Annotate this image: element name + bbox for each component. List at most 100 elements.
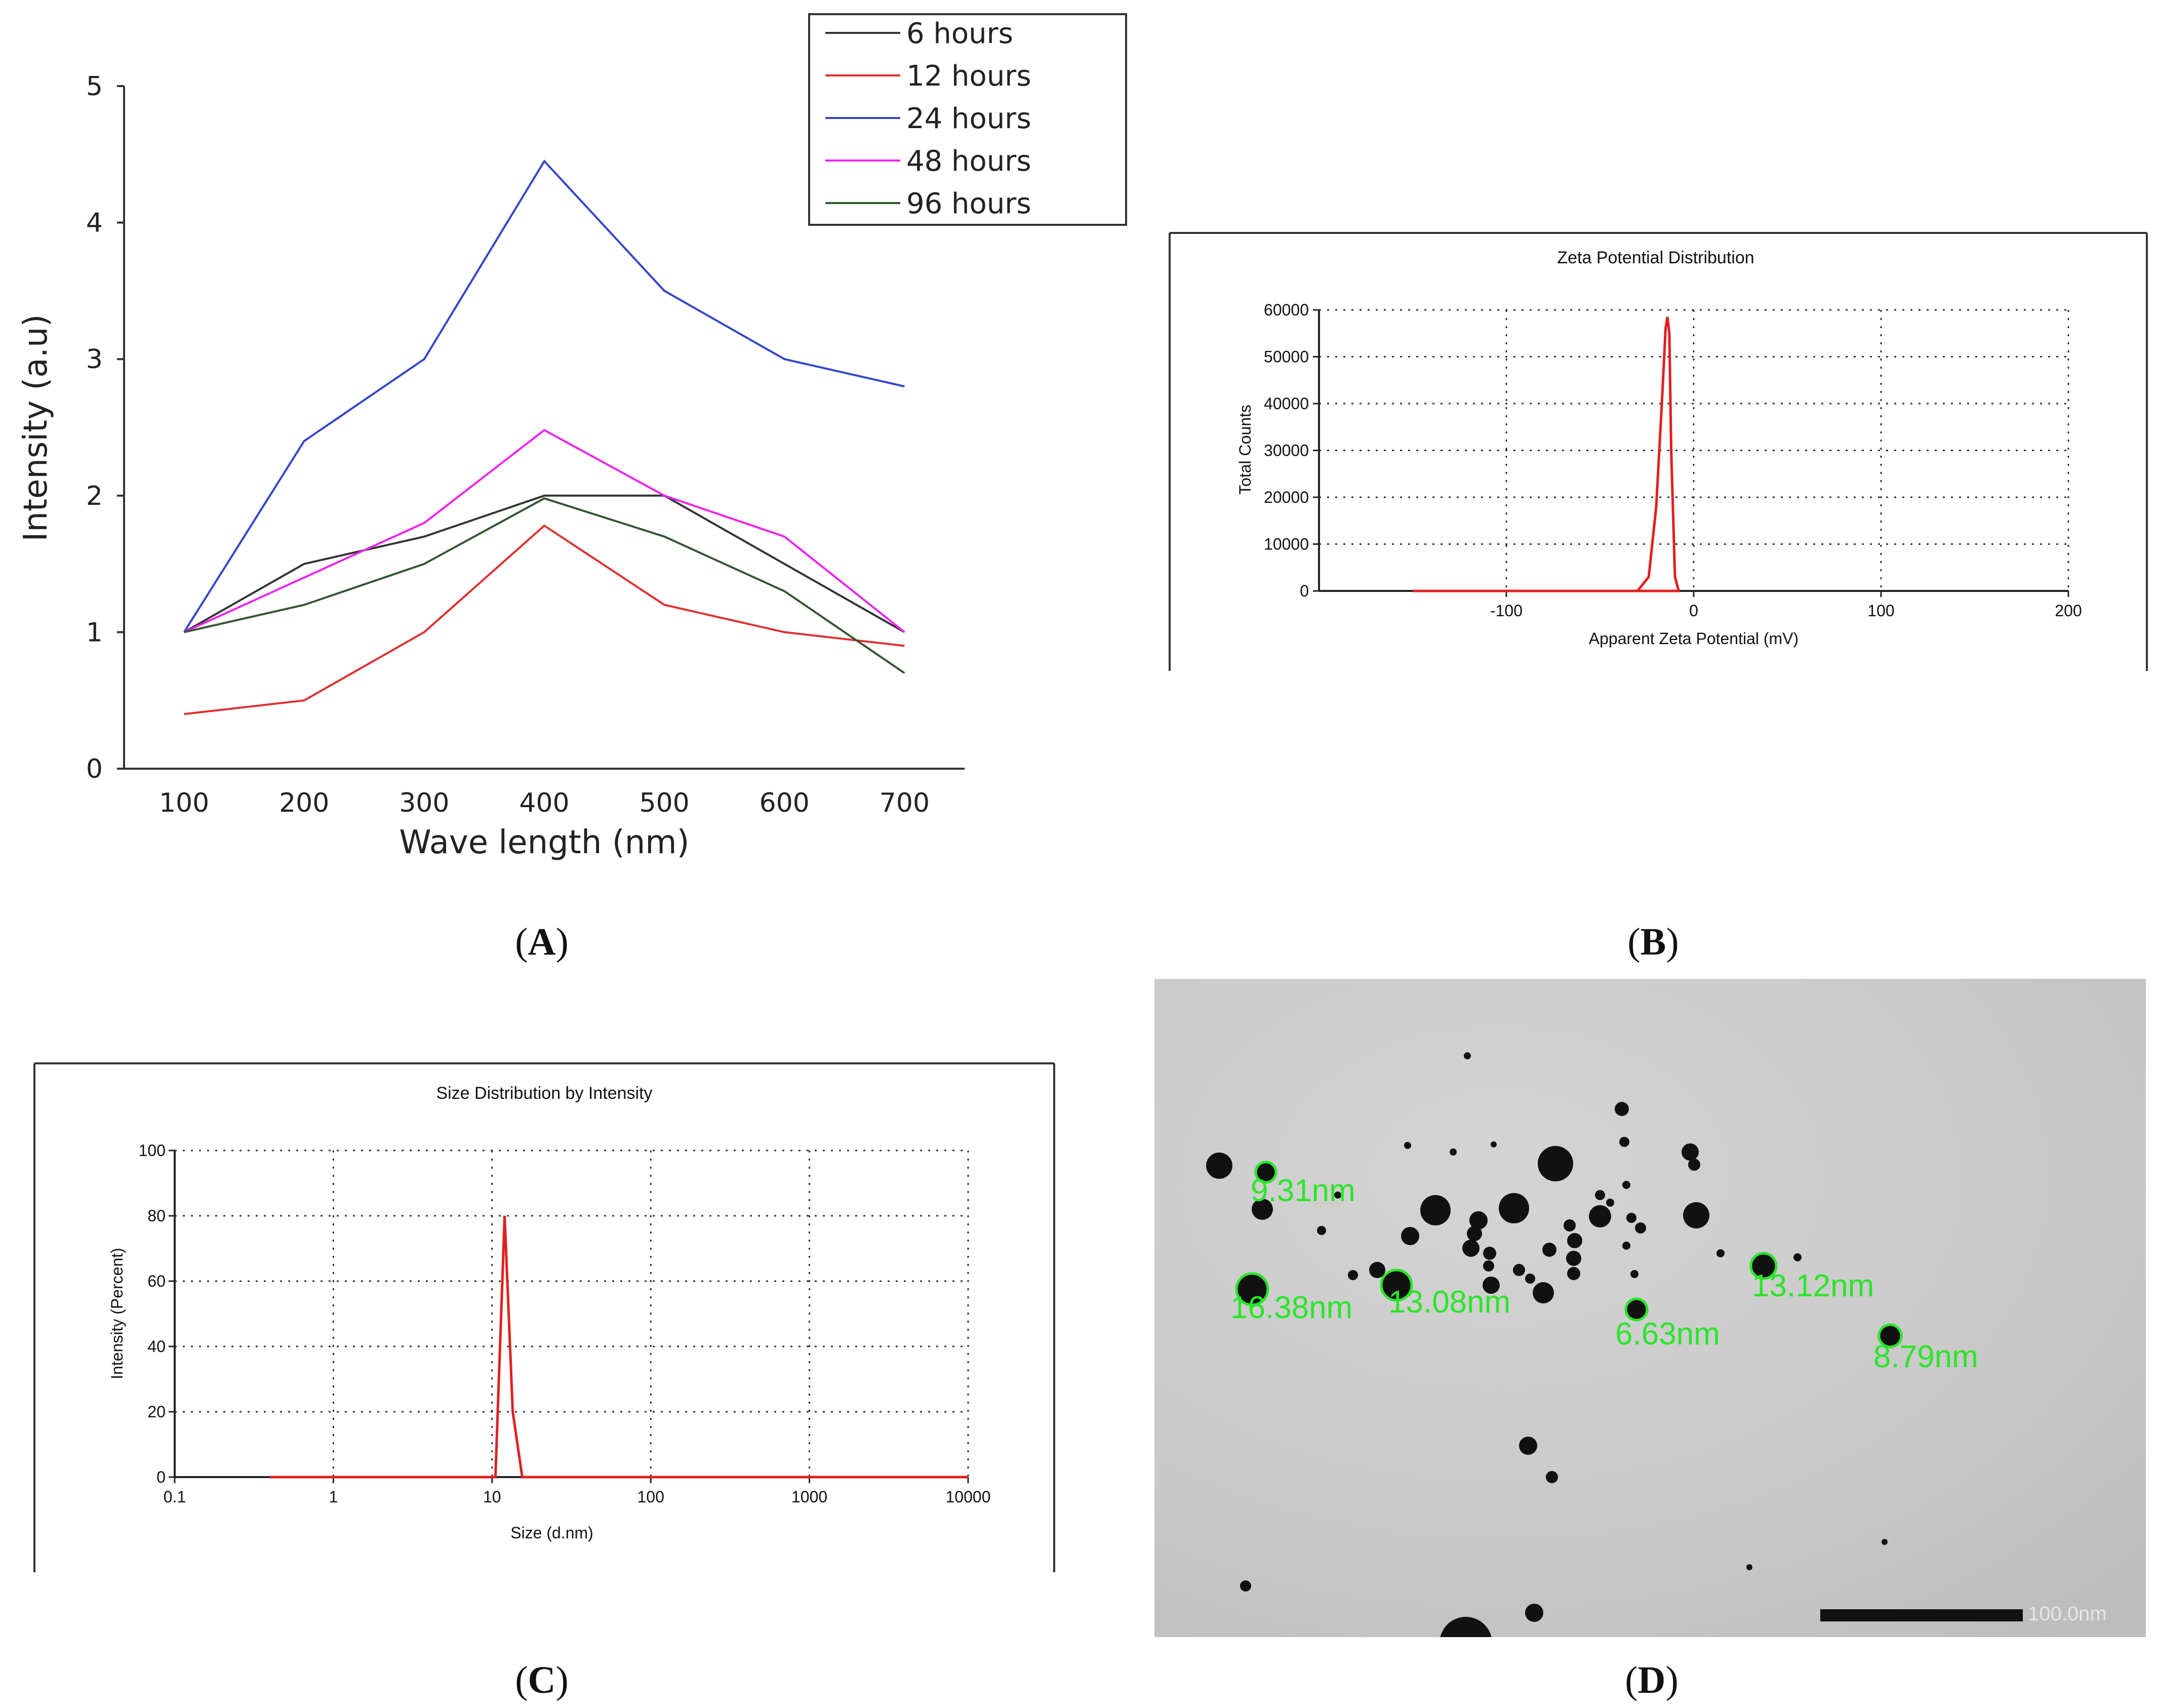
panel-b-ytick-label: 50000	[1264, 348, 1309, 366]
tem-particle	[1626, 1299, 1647, 1320]
tem-particle	[1334, 1191, 1341, 1199]
tem-particle	[1483, 1247, 1496, 1260]
tem-particle	[1566, 1251, 1581, 1266]
panel-b-ytick-label: 40000	[1264, 394, 1309, 413]
tem-particle	[1567, 1233, 1582, 1248]
panel-a-xlabel: Wave length (nm)	[399, 824, 689, 861]
panel-b-ytick-label: 10000	[1264, 535, 1309, 553]
panel-b-xtick-label: 200	[2055, 602, 2082, 620]
tem-particle	[1491, 1141, 1497, 1147]
panel-b-ytick-label: 20000	[1264, 488, 1309, 506]
tem-particle	[1746, 1564, 1752, 1570]
panel-b-ylabel: Total Counts	[1236, 405, 1254, 495]
tem-particle	[1619, 1137, 1629, 1147]
panel-c-xtick-label: 0.1	[164, 1488, 186, 1506]
panel-a-legend-label: 12 hours	[906, 60, 1031, 93]
tem-particle	[1369, 1262, 1385, 1278]
panel-a-xtick-label: 700	[880, 788, 930, 818]
panel-a-legend: 6 hours 12 hours 24 hours 48 hours 96 hours	[808, 13, 1127, 226]
caption-c: (C)	[515, 1659, 569, 1701]
tem-particle-outline	[1380, 1268, 1413, 1302]
tem-particle	[1206, 1153, 1232, 1179]
panel-a-ytick-label: 5	[86, 71, 103, 102]
panel-b-series-line	[1413, 316, 1681, 592]
panel-b-xlabel: Apparent Zeta Potential (mV)	[1589, 629, 1799, 648]
tem-particle	[1751, 1253, 1776, 1279]
tem-label-6-63: 6.63nm	[1615, 1317, 1720, 1352]
tem-particle	[1635, 1222, 1646, 1234]
panel-b-ytick-label: 30000	[1264, 442, 1309, 460]
panel-c-xtick-label: 1000	[791, 1488, 827, 1506]
tem-particle	[1483, 1260, 1494, 1272]
tem-particle	[1542, 1243, 1556, 1257]
panel-a-ytick-label: 4	[86, 208, 103, 239]
tem-label-9-31: 9.31nm	[1251, 1173, 1355, 1208]
panel-a-series-line-1	[184, 524, 905, 716]
tem-background	[1154, 979, 2146, 1637]
panel-b-xtick-label: -100	[1490, 602, 1523, 620]
tem-particles	[1206, 1052, 1901, 1637]
caption-b: (B)	[1627, 921, 1679, 963]
panel-a-xtick-label: 300	[399, 788, 449, 818]
tem-particle	[1462, 1240, 1480, 1257]
tem-label-16-38: 16.38nm	[1230, 1290, 1352, 1325]
panel-a-xtick-label: 600	[760, 788, 810, 818]
tem-particle	[1533, 1282, 1554, 1303]
tem-particle	[1404, 1142, 1411, 1149]
tem-particle	[1240, 1580, 1251, 1592]
panel-a-legend-label: 96 hours	[906, 187, 1031, 220]
panel-a-ylabel: Intensity (a.u)	[17, 314, 55, 542]
tem-label-8-79: 8.79nm	[1873, 1339, 1978, 1374]
tem-particle	[1464, 1052, 1471, 1059]
tem-particle	[1879, 1325, 1901, 1347]
tem-particle	[1564, 1219, 1576, 1232]
tem-particle	[1683, 1202, 1709, 1228]
tem-particle-outline	[1749, 1252, 1778, 1280]
panel-c-series-line	[270, 1215, 968, 1479]
tem-particle	[1630, 1270, 1639, 1278]
panel-c-xlabel: Size (d.nm)	[510, 1524, 593, 1542]
tem-particle	[1525, 1274, 1535, 1284]
panel-c-ylabel: Intensity (Percent)	[108, 1248, 126, 1379]
panel-b-ytick-label: 0	[1300, 582, 1309, 600]
tem-particle	[1483, 1277, 1500, 1294]
panel-c-ytick-label: 0	[156, 1468, 166, 1486]
panel-a-legend-label: 24 hours	[906, 102, 1031, 135]
tem-particle-outline	[1235, 1272, 1269, 1306]
panel-a-xtick-label: 200	[279, 788, 329, 818]
caption-d: (D)	[1625, 1659, 1679, 1701]
panel-a-ytick-label: 0	[86, 754, 103, 784]
tem-particle-outline	[1254, 1161, 1277, 1184]
panel-b-ytick-label: 60000	[1264, 301, 1309, 319]
panel-a-legend-box	[808, 13, 1127, 226]
tem-particle	[1401, 1227, 1419, 1245]
panel-a-series-line-0	[183, 494, 905, 633]
panel-c-chart: Size Distribution by Intensity 0 20 40 60 80…	[33, 1062, 1055, 1572]
panel-c-ytick-label: 20	[147, 1403, 166, 1421]
panel-c-xtick-label: 1	[329, 1488, 338, 1506]
panel-a-xtick-label: 500	[640, 788, 690, 818]
panel-c-ytick-label: 100	[139, 1141, 166, 1160]
panel-a-ytick-label: 3	[86, 344, 103, 375]
tem-particle	[1682, 1143, 1699, 1161]
tem-particle	[1467, 1226, 1482, 1241]
tem-particle	[1626, 1213, 1636, 1223]
tem-particle	[1236, 1274, 1268, 1305]
tem-particle	[1252, 1199, 1273, 1220]
panel-d-tem-image: 9.31nm 16.38nm 13.08nm 6.63nm 13.12nm 8.…	[1154, 979, 2146, 1637]
panel-captions: (A) (B) (C) (D)	[515, 921, 1679, 1701]
panel-b-xtick-label: 100	[1867, 602, 1894, 620]
tem-particle	[1606, 1199, 1614, 1207]
tem-particle	[1440, 1617, 1492, 1637]
panel-b-chart: Zeta Potential Distribution 0 10000 20000 3…	[1169, 232, 2148, 671]
panel-a-xtick-label: 100	[159, 788, 209, 818]
tem-particle-outlines	[1235, 1161, 1903, 1348]
tem-particle	[1256, 1162, 1276, 1182]
tem-particle-outline	[1877, 1323, 1903, 1348]
tem-particle	[1595, 1190, 1605, 1200]
tem-particle	[1716, 1249, 1725, 1257]
tem-label-13-12: 13.12nm	[1752, 1268, 1874, 1303]
tem-particle	[1589, 1205, 1611, 1227]
tem-particle	[1381, 1270, 1412, 1300]
